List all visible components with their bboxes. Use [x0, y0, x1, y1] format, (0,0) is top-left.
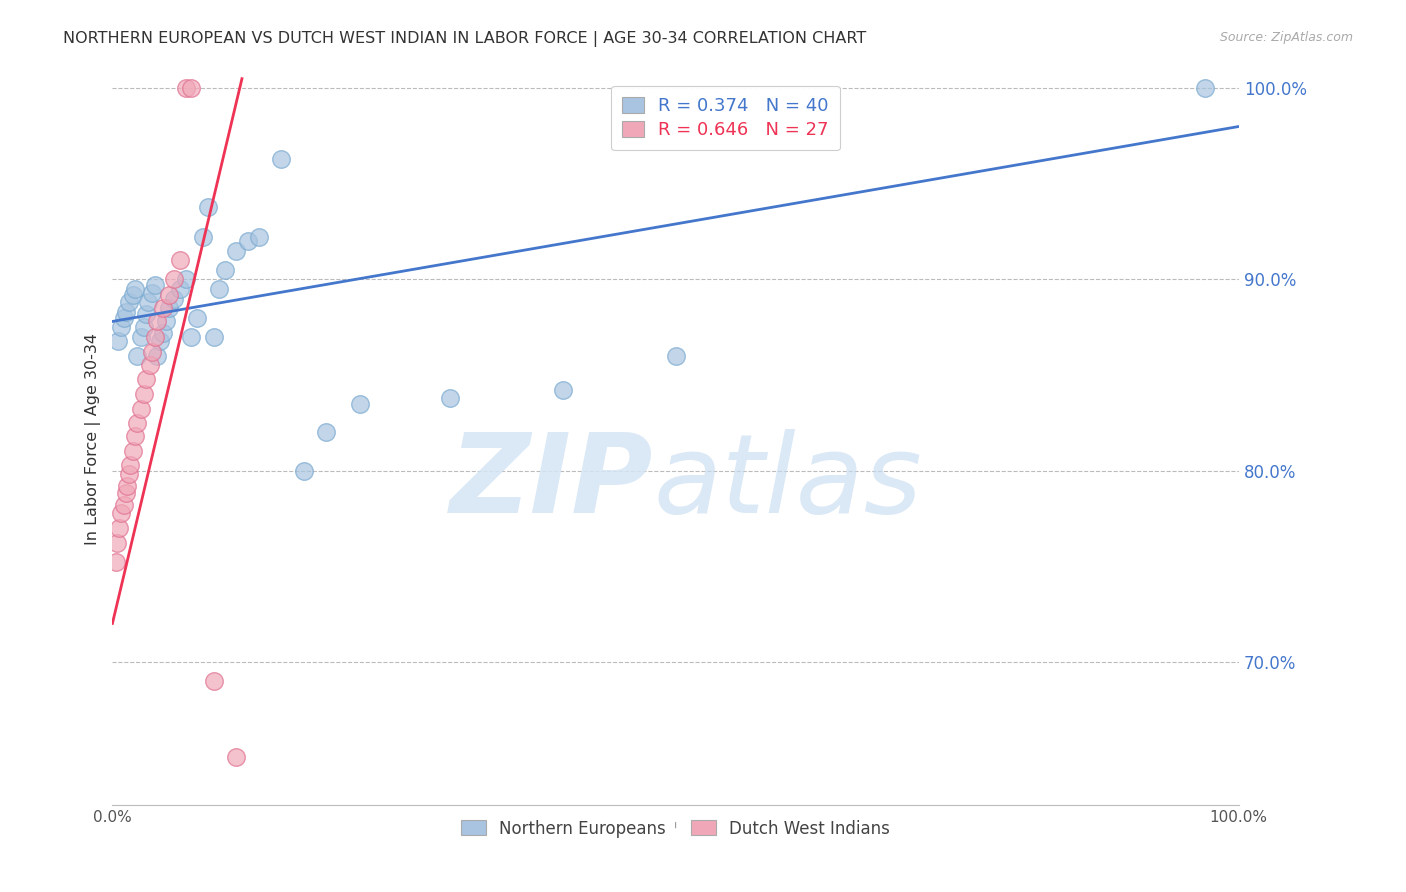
Point	[120, 458, 142, 472]
Point	[202, 673, 225, 688]
Point	[121, 444, 143, 458]
Point	[112, 310, 135, 325]
Point	[180, 330, 202, 344]
Point	[115, 486, 138, 500]
Point	[439, 391, 461, 405]
Text: atlas: atlas	[652, 429, 922, 536]
Point	[118, 295, 141, 310]
Point	[270, 152, 292, 166]
Point	[315, 425, 337, 440]
Point	[155, 314, 177, 328]
Point	[143, 278, 166, 293]
Point	[180, 81, 202, 95]
Point	[105, 536, 128, 550]
Point	[129, 330, 152, 344]
Point	[174, 272, 197, 286]
Point	[208, 282, 231, 296]
Point	[115, 479, 138, 493]
Point	[169, 253, 191, 268]
Point	[143, 330, 166, 344]
Point	[163, 272, 186, 286]
Point	[292, 464, 315, 478]
Point	[141, 345, 163, 359]
Point	[132, 387, 155, 401]
Y-axis label: In Labor Force | Age 30-34: In Labor Force | Age 30-34	[86, 333, 101, 545]
Point	[225, 244, 247, 258]
Point	[108, 521, 131, 535]
Point	[551, 384, 574, 398]
Point	[107, 334, 129, 348]
Point	[110, 506, 132, 520]
Point	[112, 498, 135, 512]
Point	[349, 397, 371, 411]
Point	[157, 301, 180, 315]
Point	[1194, 81, 1216, 95]
Point	[214, 263, 236, 277]
Text: NORTHERN EUROPEAN VS DUTCH WEST INDIAN IN LABOR FORCE | AGE 30-34 CORRELATION CH: NORTHERN EUROPEAN VS DUTCH WEST INDIAN I…	[63, 31, 866, 47]
Point	[110, 320, 132, 334]
Point	[127, 349, 149, 363]
Point	[132, 320, 155, 334]
Point	[141, 285, 163, 300]
Point	[236, 234, 259, 248]
Point	[138, 295, 160, 310]
Point	[163, 292, 186, 306]
Point	[124, 429, 146, 443]
Point	[129, 402, 152, 417]
Point	[157, 287, 180, 301]
Point	[115, 305, 138, 319]
Point	[174, 81, 197, 95]
Point	[225, 750, 247, 764]
Point	[104, 555, 127, 569]
Point	[135, 372, 157, 386]
Point	[152, 301, 174, 315]
Point	[118, 467, 141, 482]
Point	[135, 307, 157, 321]
Point	[665, 349, 688, 363]
Text: ZIP: ZIP	[450, 429, 652, 536]
Point	[191, 230, 214, 244]
Legend: Northern Europeans, Dutch West Indians: Northern Europeans, Dutch West Indians	[454, 813, 897, 844]
Point	[149, 334, 172, 348]
Point	[124, 282, 146, 296]
Point	[197, 200, 219, 214]
Point	[186, 310, 208, 325]
Point	[121, 287, 143, 301]
Point	[169, 282, 191, 296]
Point	[146, 314, 169, 328]
Point	[146, 349, 169, 363]
Text: Source: ZipAtlas.com: Source: ZipAtlas.com	[1219, 31, 1353, 45]
Point	[202, 330, 225, 344]
Point	[138, 359, 160, 373]
Point	[127, 416, 149, 430]
Point	[247, 230, 270, 244]
Point	[152, 326, 174, 340]
